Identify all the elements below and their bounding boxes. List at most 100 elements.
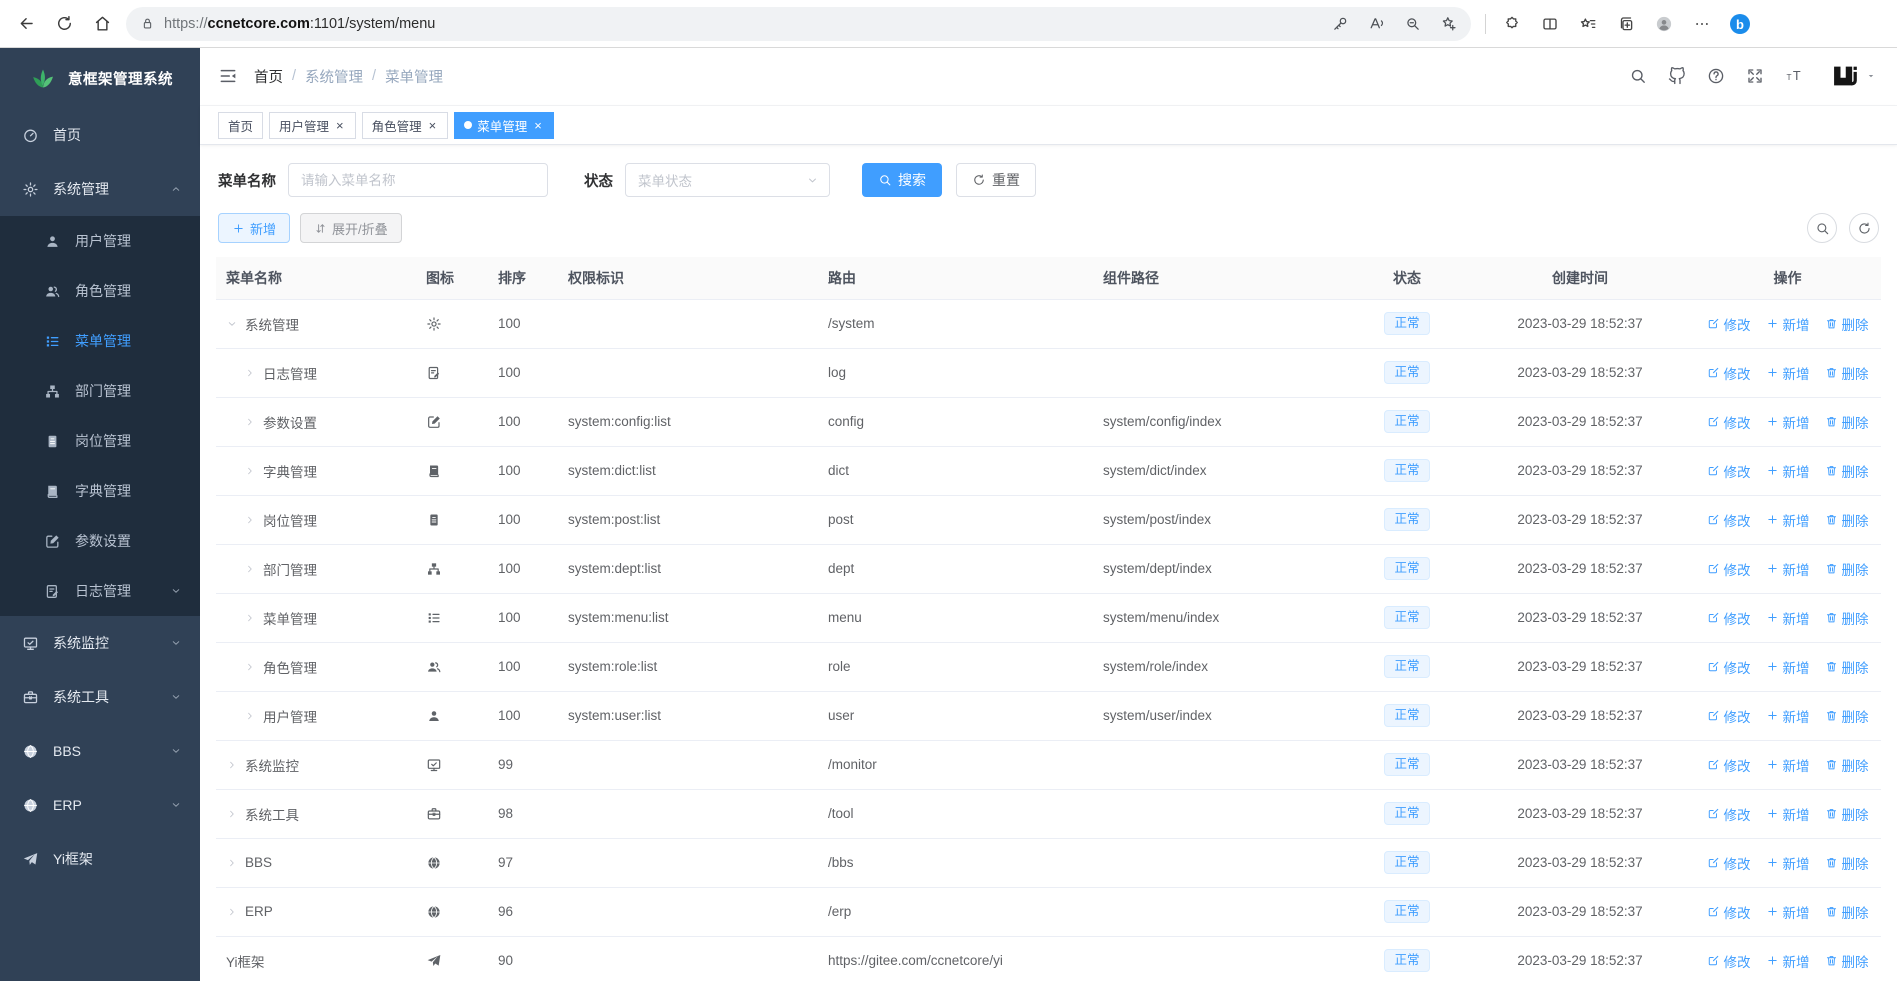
close-icon[interactable]: × — [534, 117, 542, 133]
url-bar[interactable]: https://ccnetcore.com:1101/system/menu — [126, 6, 1471, 41]
row-edit-link[interactable]: 修改 — [1707, 314, 1751, 334]
add-favorite-icon[interactable] — [1433, 9, 1463, 39]
expand-row-icon[interactable] — [244, 514, 256, 526]
more-icon[interactable] — [1686, 8, 1718, 40]
row-delete-link[interactable]: 删除 — [1825, 657, 1869, 677]
row-edit-link[interactable]: 修改 — [1707, 510, 1751, 530]
close-icon[interactable]: × — [428, 117, 437, 133]
expand-collapse-button[interactable]: 展开/折叠 — [300, 213, 402, 244]
fold-menu-icon[interactable] — [218, 66, 238, 86]
row-add-link[interactable]: 新增 — [1766, 559, 1810, 579]
row-delete-link[interactable]: 删除 — [1825, 363, 1869, 383]
help-icon[interactable] — [1707, 67, 1725, 85]
expand-row-icon[interactable] — [226, 808, 238, 820]
sidebar-item-monitor[interactable]: 系统监控 — [0, 616, 200, 670]
expand-row-icon[interactable] — [244, 416, 256, 428]
row-add-link[interactable]: 新增 — [1766, 314, 1810, 334]
row-delete-link[interactable]: 删除 — [1825, 706, 1869, 726]
url-text[interactable]: https://ccnetcore.com:1101/system/menu — [164, 15, 436, 32]
sidebar-item-config[interactable]: 参数设置 — [0, 516, 200, 566]
row-edit-link[interactable]: 修改 — [1707, 559, 1751, 579]
expand-row-icon[interactable] — [226, 759, 238, 771]
bing-icon[interactable]: b — [1724, 8, 1756, 40]
row-edit-link[interactable]: 修改 — [1707, 853, 1751, 873]
expand-row-icon[interactable] — [226, 906, 238, 918]
expand-row-icon[interactable] — [226, 857, 238, 869]
reset-button[interactable]: 重置 — [956, 163, 1036, 198]
search-button[interactable]: 搜索 — [862, 163, 942, 198]
profile-icon[interactable] — [1648, 8, 1680, 40]
add-button[interactable]: 新增 — [218, 213, 291, 244]
user-avatar[interactable] — [1830, 62, 1877, 90]
row-add-link[interactable]: 新增 — [1766, 755, 1810, 775]
tab-user[interactable]: 用户管理 × — [269, 111, 356, 139]
tab-home[interactable]: 首页 — [218, 111, 264, 139]
row-edit-link[interactable]: 修改 — [1707, 804, 1751, 824]
row-edit-link[interactable]: 修改 — [1707, 412, 1751, 432]
row-edit-link[interactable]: 修改 — [1707, 951, 1751, 971]
row-add-link[interactable]: 新增 — [1766, 412, 1810, 432]
row-add-link[interactable]: 新增 — [1766, 510, 1810, 530]
breadcrumb-item[interactable]: 系统管理 — [305, 69, 364, 86]
sidebar-item-system[interactable]: 系统管理 — [0, 162, 200, 216]
search-icon[interactable] — [1629, 67, 1647, 85]
back-icon[interactable] — [8, 6, 44, 42]
row-delete-link[interactable]: 删除 — [1825, 510, 1869, 530]
expand-row-icon[interactable] — [244, 661, 256, 673]
row-delete-link[interactable]: 删除 — [1825, 755, 1869, 775]
row-edit-link[interactable]: 修改 — [1707, 755, 1751, 775]
row-delete-link[interactable]: 删除 — [1825, 951, 1869, 971]
search-page-icon[interactable] — [1397, 9, 1427, 39]
home-icon[interactable] — [84, 6, 120, 42]
fullscreen-icon[interactable] — [1746, 67, 1764, 85]
row-add-link[interactable]: 新增 — [1766, 363, 1810, 383]
refresh-icon[interactable] — [46, 6, 82, 42]
sidebar-item-log[interactable]: 日志管理 — [0, 566, 200, 616]
row-delete-link[interactable]: 删除 — [1825, 853, 1869, 873]
expand-row-icon[interactable] — [244, 710, 256, 722]
breadcrumb-item[interactable]: 首页 — [254, 69, 283, 86]
expand-row-icon[interactable] — [244, 367, 256, 379]
row-delete-link[interactable]: 删除 — [1825, 608, 1869, 628]
menu-name-input[interactable] — [288, 163, 548, 198]
sidebar-item-dept[interactable]: 部门管理 — [0, 366, 200, 416]
row-edit-link[interactable]: 修改 — [1707, 363, 1751, 383]
split-screen-icon[interactable] — [1534, 8, 1566, 40]
row-add-link[interactable]: 新增 — [1766, 657, 1810, 677]
row-edit-link[interactable]: 修改 — [1707, 706, 1751, 726]
row-delete-link[interactable]: 删除 — [1825, 314, 1869, 334]
sidebar-item-bbs[interactable]: BBS — [0, 724, 200, 778]
collapse-row-icon[interactable] — [226, 318, 238, 330]
row-delete-link[interactable]: 删除 — [1825, 412, 1869, 432]
read-aloud-icon[interactable] — [1361, 9, 1391, 39]
sidebar-item-role[interactable]: 角色管理 — [0, 266, 200, 316]
row-add-link[interactable]: 新增 — [1766, 951, 1810, 971]
breadcrumb-item[interactable]: 菜单管理 — [385, 69, 444, 86]
expand-row-icon[interactable] — [244, 563, 256, 575]
key-icon[interactable] — [1325, 9, 1355, 39]
row-edit-link[interactable]: 修改 — [1707, 902, 1751, 922]
expand-row-icon[interactable] — [244, 612, 256, 624]
sidebar-item-user[interactable]: 用户管理 — [0, 216, 200, 266]
sidebar-item-tool[interactable]: 系统工具 — [0, 670, 200, 724]
extensions-icon[interactable] — [1496, 8, 1528, 40]
row-edit-link[interactable]: 修改 — [1707, 657, 1751, 677]
refresh-table-button[interactable] — [1849, 213, 1879, 244]
row-add-link[interactable]: 新增 — [1766, 706, 1810, 726]
row-add-link[interactable]: 新增 — [1766, 853, 1810, 873]
sidebar-item-menu[interactable]: 菜单管理 — [0, 316, 200, 366]
toggle-search-button[interactable] — [1807, 213, 1837, 244]
row-add-link[interactable]: 新增 — [1766, 461, 1810, 481]
favorites-icon[interactable] — [1572, 8, 1604, 40]
row-delete-link[interactable]: 删除 — [1825, 804, 1869, 824]
close-icon[interactable]: × — [336, 117, 344, 133]
github-icon[interactable] — [1668, 67, 1686, 85]
sidebar-item-post[interactable]: 岗位管理 — [0, 416, 200, 466]
expand-row-icon[interactable] — [244, 465, 256, 477]
row-delete-link[interactable]: 删除 — [1825, 902, 1869, 922]
status-select[interactable]: 菜单状态 — [625, 163, 830, 198]
row-edit-link[interactable]: 修改 — [1707, 608, 1751, 628]
row-delete-link[interactable]: 删除 — [1825, 461, 1869, 481]
sidebar-item-home[interactable]: 首页 — [0, 108, 200, 162]
